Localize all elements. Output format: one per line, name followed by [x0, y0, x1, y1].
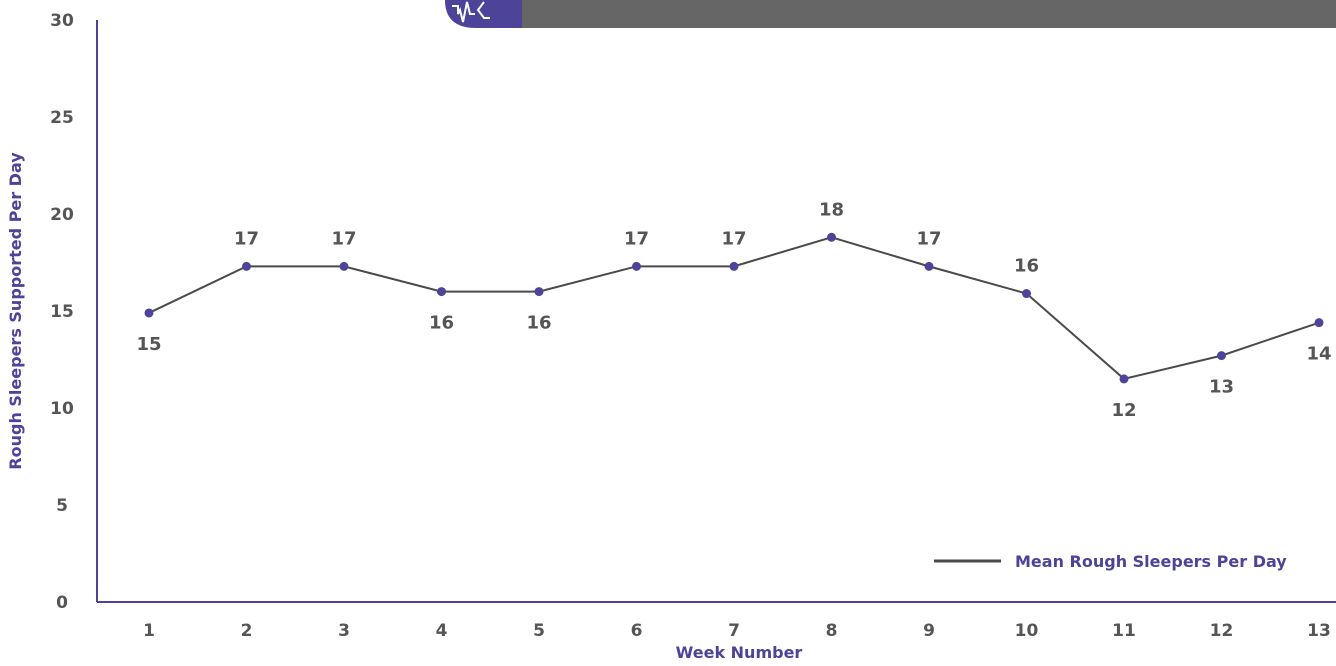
data-label: 17 [721, 228, 746, 249]
x-tick-label: 3 [338, 621, 350, 641]
x-tick-label: 5 [533, 621, 545, 641]
data-point-marker [242, 261, 251, 271]
data-label: 17 [234, 228, 259, 249]
data-label: 17 [916, 228, 941, 249]
x-tick-label: 4 [436, 621, 448, 641]
series-markers [144, 232, 1324, 384]
data-label: 16 [429, 313, 454, 334]
y-tick-label: 30 [50, 11, 74, 31]
legend: Mean Rough Sleepers Per Day [934, 552, 1287, 571]
x-axis-title: Week Number [676, 643, 803, 662]
data-point-marker [924, 261, 934, 271]
y-axis-title: Rough Sleepers Supported Per Day [6, 152, 25, 470]
data-label: 15 [136, 334, 161, 355]
data-point-marker [437, 287, 446, 297]
y-tick-label: 20 [50, 205, 74, 225]
data-point-marker [339, 261, 349, 271]
data-label: 12 [1111, 400, 1136, 421]
data-point-marker [1314, 318, 1324, 328]
data-point-marker [1119, 374, 1129, 384]
header-banner-accent [445, 0, 522, 28]
data-point-marker [827, 232, 836, 242]
x-tick-label: 8 [826, 621, 838, 641]
x-tick-label: 12 [1210, 621, 1234, 641]
data-labels: 15 17 17 16 16 17 17 18 17 16 12 13 14 [136, 199, 1331, 421]
x-tick-label: 10 [1015, 621, 1039, 641]
data-point-marker [729, 261, 739, 271]
data-label: 13 [1209, 377, 1234, 398]
data-label: 14 [1306, 344, 1331, 365]
data-label: 17 [331, 228, 356, 249]
x-tick-labels: 1 2 3 4 5 6 7 8 9 10 11 12 13 [143, 621, 1331, 641]
header-banner-bar [522, 0, 1336, 28]
legend-label: Mean Rough Sleepers Per Day [1015, 552, 1287, 571]
data-point-marker [1217, 351, 1226, 361]
x-tick-label: 1 [143, 621, 155, 641]
series-lines [148, 236, 1320, 380]
x-tick-label: 11 [1112, 621, 1136, 641]
x-tick-label: 7 [728, 621, 740, 641]
x-tick-label: 6 [631, 621, 643, 641]
x-tick-label: 2 [241, 621, 253, 641]
data-point-marker [632, 261, 641, 271]
data-label: 18 [819, 199, 844, 220]
header-banner [445, 0, 1336, 28]
data-point-marker [144, 308, 154, 318]
data-label: 16 [1014, 256, 1039, 277]
data-point-marker [534, 287, 544, 297]
y-tick-labels: 0 5 10 15 20 25 30 [50, 11, 74, 613]
data-label: 16 [526, 313, 551, 334]
data-label: 17 [624, 228, 649, 249]
y-tick-label: 10 [50, 399, 74, 419]
x-tick-label: 9 [923, 621, 935, 641]
y-tick-label: 15 [50, 302, 74, 322]
y-tick-label: 25 [50, 108, 74, 128]
y-tick-label: 0 [56, 593, 68, 613]
y-tick-label: 5 [56, 496, 68, 516]
data-point-marker [1022, 289, 1031, 299]
series-line [148, 236, 1320, 380]
heartbeat-monitor-icon [452, 1, 490, 23]
x-tick-label: 13 [1307, 621, 1331, 641]
